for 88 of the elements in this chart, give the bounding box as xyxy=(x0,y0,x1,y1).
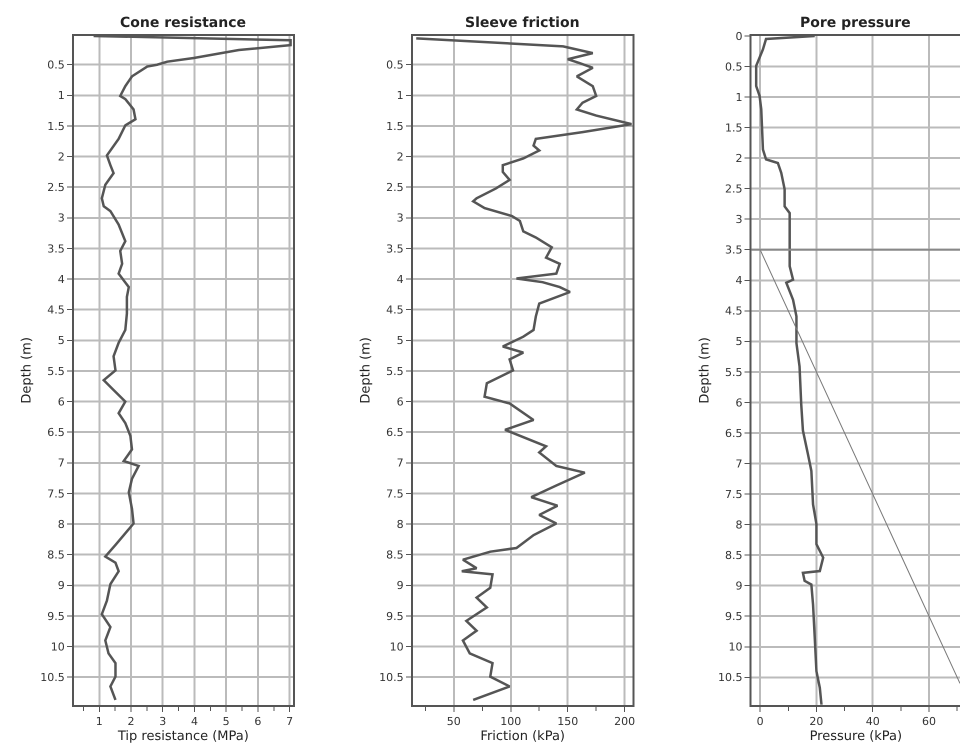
x-tick-label: 20 xyxy=(809,715,824,728)
y-tick-label: 10 xyxy=(50,640,65,654)
y-tick-label: 3 xyxy=(735,213,742,226)
y-tick-label: 10.5 xyxy=(379,671,404,684)
x-tick-label: 3 xyxy=(159,715,166,728)
y-tick-label: 7 xyxy=(396,456,404,470)
y-tick-label: 1.5 xyxy=(386,120,404,133)
y-tick-label: 5 xyxy=(396,334,404,348)
y-tick-label: 8 xyxy=(735,518,742,532)
y-tick-label: 6.5 xyxy=(47,426,65,440)
y-tick-label: 7.5 xyxy=(724,488,742,501)
y-tick-label: 5.5 xyxy=(724,366,742,379)
x-tick-label: 4 xyxy=(190,715,198,728)
y-tick-label: 3 xyxy=(58,212,65,225)
y-tick-label: 2 xyxy=(396,150,404,164)
x-tick-label: 7 xyxy=(286,715,294,728)
x-tick-label: 200 xyxy=(614,715,636,728)
x-tick-label: 150 xyxy=(557,715,578,728)
y-axis-title: Depth (m) xyxy=(20,337,35,404)
x-tick-label: 6 xyxy=(254,715,262,728)
y-tick-label: 3.5 xyxy=(386,242,404,256)
y-tick-label: 2 xyxy=(58,150,65,164)
y-tick-label: 5 xyxy=(735,335,742,348)
y-tick-label: 1 xyxy=(396,89,404,102)
x-tick-label: 1 xyxy=(96,715,103,728)
y-tick-label: 7.5 xyxy=(47,487,65,500)
x-tick-label: 100 xyxy=(500,715,522,728)
x-tick-label: 5 xyxy=(222,715,230,728)
y-tick-label: 2.5 xyxy=(47,181,65,194)
y-tick-label: 9 xyxy=(396,579,404,592)
y-tick-label: 1.5 xyxy=(47,120,65,133)
y-tick-label: 6.5 xyxy=(724,426,742,440)
y-axis-title: Depth (m) xyxy=(697,337,712,404)
y-tick-label: 10 xyxy=(390,640,404,654)
y-tick-label: 2 xyxy=(735,152,742,165)
x-tick-label: 40 xyxy=(866,715,880,728)
y-tick-label: 4 xyxy=(735,274,742,288)
y-tick-label: 5.5 xyxy=(386,364,404,378)
x-tick-label: 2 xyxy=(128,715,135,728)
y-tick-label: 5 xyxy=(58,334,65,348)
y-tick-label: 10 xyxy=(728,640,742,654)
y-tick-label: 1.5 xyxy=(724,121,742,134)
y-tick-label: 4.5 xyxy=(724,304,742,318)
x-axis-title: Pressure (kPa) xyxy=(810,729,902,744)
y-tick-label: 0 xyxy=(735,30,742,43)
y-tick-label: 9.5 xyxy=(386,610,404,623)
y-tick-label: 8.5 xyxy=(724,549,742,562)
y-tick-label: 4 xyxy=(58,272,65,286)
y-tick-label: 6 xyxy=(735,396,742,410)
y-tick-label: 9.5 xyxy=(47,610,65,623)
y-tick-label: 4.5 xyxy=(47,304,65,317)
y-tick-label: 9 xyxy=(58,579,65,592)
y-tick-label: 7 xyxy=(58,456,65,470)
y-tick-label: 3.5 xyxy=(724,244,742,257)
y-tick-label: 6 xyxy=(396,395,404,408)
y-tick-label: 0.5 xyxy=(47,58,65,72)
y-tick-label: 2.5 xyxy=(386,181,404,194)
y-tick-label: 1 xyxy=(735,90,742,104)
y-tick-label: 2.5 xyxy=(724,182,742,196)
y-tick-label: 4 xyxy=(396,272,404,286)
y-tick-label: 7 xyxy=(735,457,742,470)
y-tick-label: 7.5 xyxy=(386,487,404,500)
x-tick-label: 50 xyxy=(446,715,461,728)
y-tick-label: 9 xyxy=(735,580,742,593)
y-tick-label: 6 xyxy=(58,395,65,408)
x-tick-label: 60 xyxy=(922,715,936,728)
y-tick-label: 4.5 xyxy=(386,304,404,317)
y-tick-label: 10.5 xyxy=(718,671,742,684)
y-tick-label: 10.5 xyxy=(40,671,65,684)
y-tick-label: 8 xyxy=(396,518,404,531)
y-tick-label: 8 xyxy=(58,518,65,531)
y-tick-label: 6.5 xyxy=(386,426,404,440)
chart-title: Pore pressure xyxy=(800,15,911,31)
y-tick-label: 8.5 xyxy=(47,548,65,562)
x-tick-label: 0 xyxy=(756,715,764,728)
y-tick-label: 5.5 xyxy=(47,364,65,378)
y-tick-label: 0.5 xyxy=(386,58,404,72)
y-tick-label: 3 xyxy=(396,212,404,225)
x-axis-title: Friction (kPa) xyxy=(480,729,566,744)
y-tick-label: 0.5 xyxy=(724,60,742,74)
chart-title: Cone resistance xyxy=(120,15,246,31)
y-tick-label: 8.5 xyxy=(386,548,404,562)
y-tick-label: 3.5 xyxy=(47,242,65,256)
chart-title: Sleeve friction xyxy=(465,15,580,31)
x-axis-title: Tip resistance (MPa) xyxy=(116,729,249,744)
y-axis-title: Depth (m) xyxy=(358,337,374,404)
y-tick-label: 9.5 xyxy=(724,610,742,624)
y-tick-label: 1 xyxy=(58,89,65,102)
